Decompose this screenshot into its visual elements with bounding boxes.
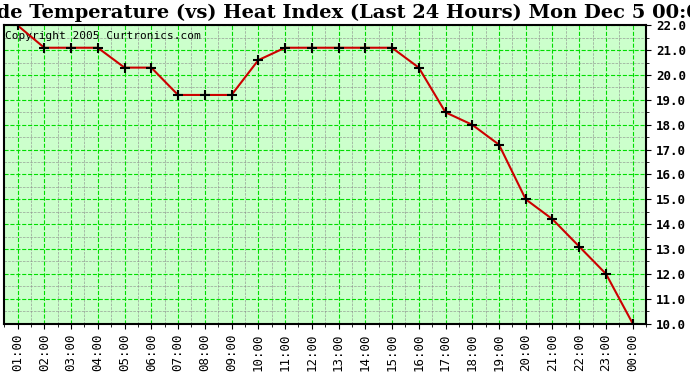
- Text: Copyright 2005 Curtronics.com: Copyright 2005 Curtronics.com: [6, 32, 201, 41]
- Title: Outside Temperature (vs) Heat Index (Last 24 Hours) Mon Dec 5 00:00: Outside Temperature (vs) Heat Index (Las…: [0, 4, 690, 22]
